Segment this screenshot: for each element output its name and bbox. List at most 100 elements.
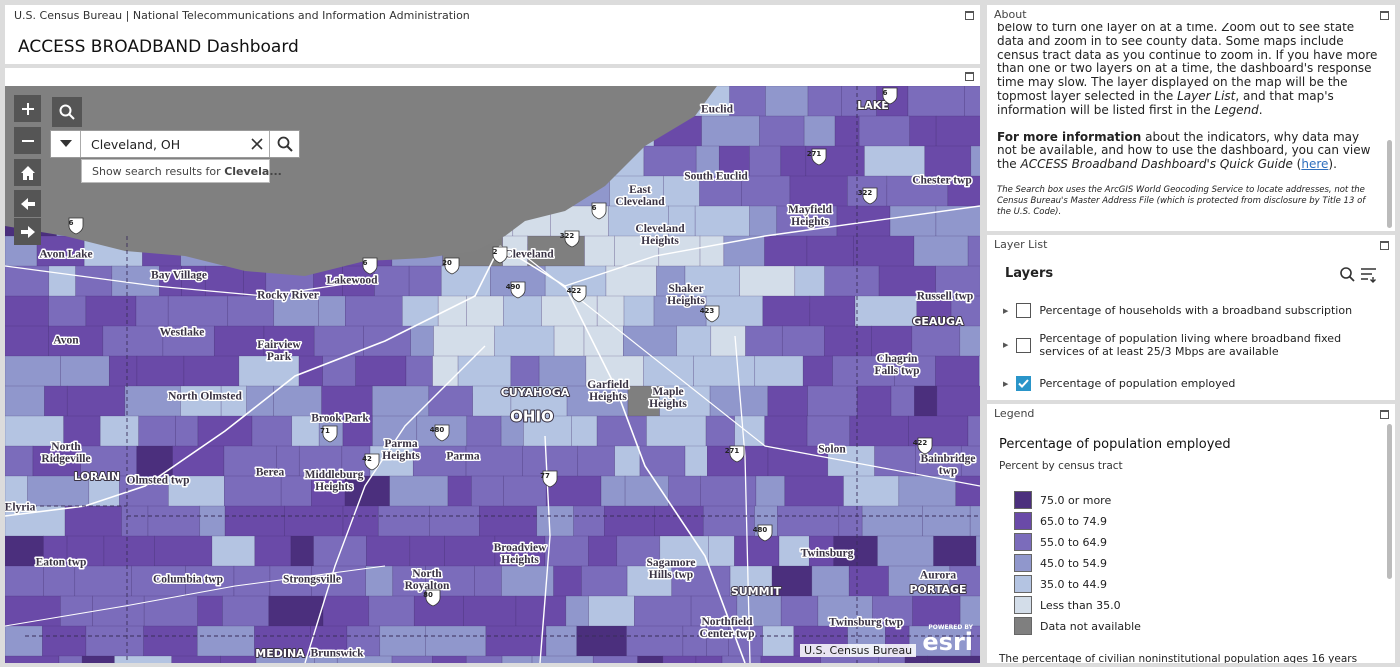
tract <box>63 415 101 448</box>
place-label: Euclid <box>701 104 734 116</box>
maximize[interactable] <box>1380 410 1389 419</box>
layer-tools[interactable] <box>1339 265 1379 283</box>
route-shield <box>364 453 380 471</box>
tract <box>771 565 813 602</box>
tract <box>92 595 145 631</box>
tract <box>755 475 786 507</box>
tract <box>429 505 480 539</box>
tract <box>185 565 235 603</box>
place-label: Chester twp <box>912 175 972 187</box>
clear-search[interactable] <box>245 135 269 154</box>
tract <box>5 355 61 390</box>
layer-row: ▶ Percentage of population employed <box>1003 376 1373 391</box>
tract <box>313 325 364 359</box>
panel-title: Layer List <box>994 238 1048 251</box>
label-line: Center twp <box>699 628 754 640</box>
layer-list-panel: Layer List Layers ▶ Percentage of househo… <box>987 235 1395 400</box>
place-label: Columbia twp <box>153 574 223 586</box>
search-toggle[interactable] <box>52 97 82 127</box>
label-line: twp <box>939 465 958 477</box>
tract <box>392 565 426 602</box>
tract <box>878 655 906 663</box>
tract <box>103 535 155 571</box>
scrollbar[interactable] <box>1387 140 1392 228</box>
tract <box>807 86 842 122</box>
legend-label: 65.0 to 74.9 <box>1040 514 1108 528</box>
forward[interactable] <box>14 218 41 245</box>
about-run: ( <box>1292 157 1302 172</box>
search-button[interactable] <box>269 131 299 157</box>
label-line: Heights <box>315 481 353 493</box>
scrollbar[interactable] <box>1387 424 1392 579</box>
zoom-out[interactable] <box>14 127 41 154</box>
route-number: 480 <box>430 426 445 434</box>
route-shield <box>757 524 773 542</box>
tract <box>5 265 50 303</box>
place-label: MEDINA <box>255 647 305 660</box>
tract <box>545 625 578 661</box>
label-line: Heights <box>589 391 627 403</box>
place-label: Northfield Center twp <box>699 616 754 640</box>
tract <box>904 655 928 663</box>
tract <box>136 355 185 387</box>
expand-arrow: ▶ <box>1003 306 1009 315</box>
about-panel: below to turn one layer on at a time. Zo… <box>987 5 1395 231</box>
route-number: 423 <box>700 307 715 315</box>
tract <box>114 655 173 663</box>
tract <box>322 595 370 629</box>
tract <box>5 655 60 663</box>
tract <box>760 655 822 663</box>
legend-label: Less than 35.0 <box>1040 598 1121 612</box>
place-label: Parma Heights <box>382 438 420 462</box>
tract <box>935 115 980 147</box>
about-run[interactable]: here <box>1301 157 1329 172</box>
home[interactable] <box>14 159 41 186</box>
tract <box>975 535 980 579</box>
place-label: CUYAHOGA <box>501 386 570 399</box>
layer-row: ▶ Percentage of households with a broadba… <box>1003 303 1373 318</box>
route-shield <box>542 470 558 488</box>
place-label: Middleburg Heights <box>305 469 364 493</box>
tract <box>935 355 980 392</box>
legend-panel: Legend Percentage of population employed… <box>987 404 1395 663</box>
back[interactable] <box>14 190 41 217</box>
route-number: 6 <box>592 204 597 212</box>
place-label: Brunswick <box>310 648 364 660</box>
place-label: Twinsburg <box>801 548 854 560</box>
tract <box>344 475 390 507</box>
checkbox[interactable] <box>1016 303 1032 318</box>
tract <box>311 475 346 508</box>
route-shield <box>729 445 745 463</box>
search-input[interactable]: Cleveland, OH <box>91 136 181 152</box>
place-label: North Ridgeville <box>41 441 90 465</box>
road <box>5 565 386 627</box>
maximize[interactable] <box>1380 241 1389 250</box>
route-number: 422 <box>913 439 928 447</box>
label-line: Mayfield <box>788 204 833 216</box>
agency: U.S. Census Bureau | National Telecommun… <box>14 9 470 22</box>
tract <box>577 445 615 477</box>
tract <box>102 325 164 357</box>
legend-row: 55.0 to 64.9 <box>1014 533 1107 551</box>
maximize[interactable] <box>1380 11 1389 20</box>
zoom-in[interactable] <box>14 95 41 122</box>
source-menu[interactable] <box>51 131 81 157</box>
maximize[interactable] <box>965 11 974 20</box>
dashboard-title: ACCESS BROADBAND Dashboard <box>18 37 299 57</box>
checkbox[interactable] <box>1016 376 1032 391</box>
layers-heading: Layers <box>1005 266 1054 281</box>
maximize[interactable] <box>965 72 974 81</box>
tract <box>626 565 673 602</box>
layer-label: Percentage of households with a broadban… <box>1039 304 1353 317</box>
tract <box>927 655 980 663</box>
tract <box>503 295 542 328</box>
checkbox[interactable] <box>1016 337 1032 353</box>
tract <box>848 565 889 600</box>
label-line: Heights <box>791 216 829 228</box>
tract <box>280 475 312 508</box>
attribution: U.S. Census Bureau <box>800 644 917 657</box>
search-suggestion[interactable]: Show search results for Clevela... <box>81 159 282 183</box>
panel-title: About <box>994 8 1027 21</box>
legend-row: Less than 35.0 <box>1014 596 1121 614</box>
